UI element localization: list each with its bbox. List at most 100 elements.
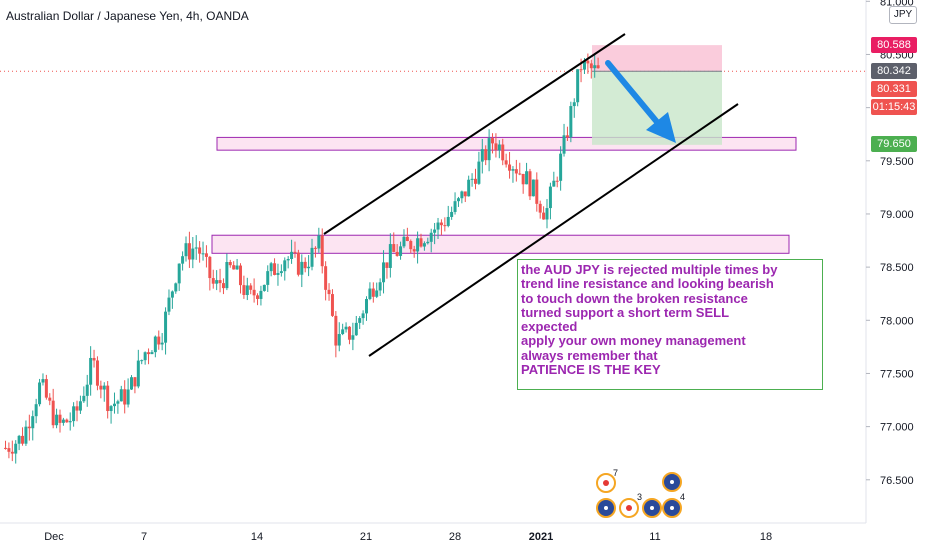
candle-body — [419, 238, 423, 247]
candle-body — [232, 265, 236, 270]
candle-body — [521, 173, 525, 185]
candle-body — [177, 263, 181, 284]
candle-body — [116, 401, 120, 404]
x-tick-label: 2021 — [529, 531, 553, 543]
candle-body — [317, 235, 321, 249]
x-tick-label: 18 — [760, 531, 772, 543]
candle-body — [344, 326, 348, 330]
candle-body — [511, 169, 515, 171]
candle-body — [484, 149, 488, 161]
candle-body — [286, 258, 290, 261]
event-dot-icon — [626, 505, 632, 511]
candle-body — [99, 385, 103, 390]
candle-body — [416, 238, 420, 252]
candle-body — [582, 60, 586, 70]
candle-body — [460, 191, 464, 199]
candle-body — [191, 248, 195, 260]
aud-flag-icon[interactable] — [662, 498, 682, 518]
candle-body — [361, 313, 365, 319]
candle-body — [399, 246, 403, 256]
candle-body — [307, 266, 311, 269]
candle-body — [89, 357, 93, 385]
candle-body — [470, 178, 474, 180]
candle-body — [92, 357, 96, 361]
candle-body — [572, 102, 576, 107]
candle-body — [514, 169, 518, 174]
candle-body — [542, 212, 546, 220]
candle-body — [586, 60, 590, 64]
candle-body — [17, 435, 21, 444]
analysis-note[interactable]: the AUD JPY is rejected multiple times b… — [517, 259, 823, 390]
aud-flag-icon[interactable] — [642, 498, 662, 518]
event-icon[interactable] — [596, 473, 616, 493]
candle-body — [589, 63, 593, 69]
candle-body — [82, 395, 86, 402]
candle-body — [439, 222, 443, 226]
resistance-zone — [211, 234, 790, 254]
candle-body — [48, 397, 52, 401]
candle-body — [150, 352, 154, 355]
candle-body — [504, 160, 508, 165]
candle-body — [535, 179, 539, 204]
candle-body — [283, 260, 287, 272]
candle-body — [365, 298, 369, 314]
candle-body — [61, 419, 65, 423]
candle-body — [78, 401, 82, 411]
candle-body — [436, 222, 440, 230]
candle-body — [487, 138, 491, 161]
candle-body — [508, 164, 512, 171]
candle-body — [164, 311, 168, 343]
y-tick-label: 76.500 — [880, 475, 914, 487]
candle-body — [347, 326, 351, 340]
candle-body — [405, 236, 409, 241]
candle-body — [293, 251, 297, 253]
candle-body — [426, 241, 430, 244]
bearish-arrow-shaft — [605, 60, 665, 131]
candle-body — [358, 318, 362, 323]
candle-body — [130, 377, 134, 390]
candle-body — [235, 265, 239, 270]
currency-badge[interactable]: JPY — [889, 6, 917, 24]
candle-body — [385, 262, 389, 268]
candle-body — [463, 191, 467, 197]
y-tick-label: 77.500 — [880, 368, 914, 380]
candle-body — [497, 144, 501, 151]
candle-body — [167, 297, 171, 312]
candle-body — [378, 282, 382, 291]
candle-body — [371, 288, 375, 297]
candle-body — [596, 65, 600, 69]
candle-body — [433, 229, 437, 233]
candle-body — [215, 280, 219, 284]
candle-body — [147, 352, 151, 355]
event-dot-icon — [603, 480, 609, 486]
candle-body — [31, 416, 35, 429]
candle-body — [565, 135, 569, 138]
event-icon[interactable] — [619, 498, 639, 518]
candle-body — [256, 295, 260, 299]
candle-body — [320, 235, 324, 267]
candle-body — [14, 443, 18, 454]
y-tick-label: 78.500 — [880, 262, 914, 274]
take-profit-price-tag: 79.650 — [871, 136, 917, 152]
candle-body — [528, 171, 532, 197]
candle-body — [450, 211, 454, 217]
x-tick-label: 21 — [360, 531, 372, 543]
aud-flag-icon[interactable] — [662, 472, 682, 492]
candle-body — [388, 244, 392, 268]
x-tick-label: 14 — [251, 531, 263, 543]
candle-body — [51, 400, 55, 426]
aud-flag-icon[interactable] — [596, 498, 616, 518]
current-price-tag: 80.342 — [871, 63, 917, 79]
candle-body — [153, 336, 157, 353]
candle-body — [27, 426, 31, 429]
candle-body — [429, 232, 433, 242]
event-count: 7 — [613, 468, 619, 478]
candle-body — [324, 266, 328, 290]
candle-body — [555, 180, 559, 182]
candle-body — [140, 360, 144, 362]
candle-body — [211, 278, 215, 284]
candle-body — [136, 360, 140, 387]
candle-body — [109, 406, 113, 412]
